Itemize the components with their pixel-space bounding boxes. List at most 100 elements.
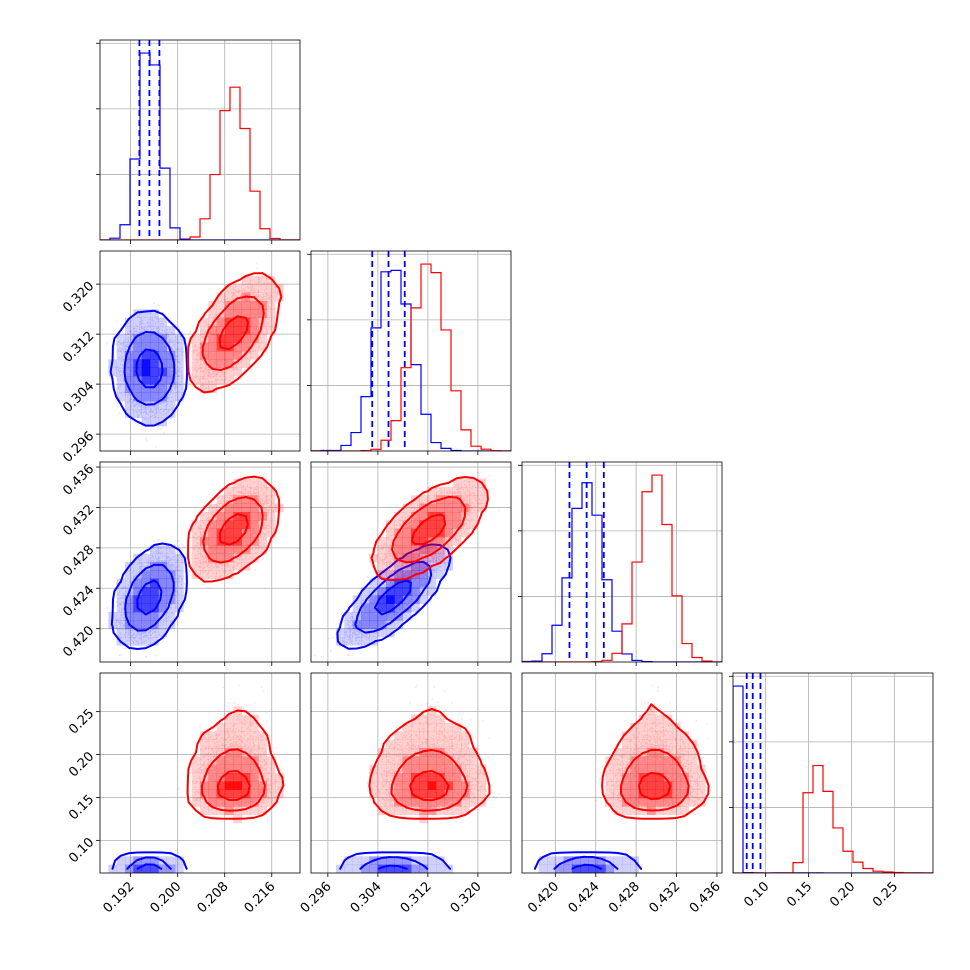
density-cell-1 [266,781,276,790]
density-cell-0 [419,545,428,554]
density-cell-1 [241,553,251,563]
density-cell-1 [200,359,209,368]
density-cell-1 [386,764,395,774]
density-cell-1 [250,276,259,285]
density-cell-1 [241,487,251,496]
density-cell-1 [680,739,689,749]
density-cell-1 [386,739,395,749]
density-cell-1 [241,739,251,749]
density-cell-1 [436,789,445,799]
density-cell-1 [605,781,614,790]
density-cell-1 [672,748,681,757]
density-cell-1 [250,553,259,563]
density-cell-1 [208,528,217,538]
density-cell-1 [444,806,453,815]
density-cell-1 [605,773,614,782]
density-cell-0 [369,628,378,638]
density-cell-1 [638,781,648,790]
density-cell-1 [647,764,656,774]
density-cell-1 [216,359,226,368]
density-cell-1 [191,537,201,546]
density-cell-0 [116,864,126,873]
density-cell-1 [233,756,242,765]
density-cell-1 [386,789,395,799]
density-cell-0 [125,864,134,873]
density-cell-0 [427,864,437,873]
density-cell-1 [630,723,639,732]
density-cell-1 [233,351,242,360]
contour-1-0 [218,315,249,351]
density-cell-1 [630,798,639,807]
density-cell-0 [386,628,395,638]
density-cell-0 [150,409,159,418]
density-cell-0 [369,620,378,629]
density-cell-1 [225,723,234,732]
density-cell-0 [377,864,387,873]
density-cell-0 [158,562,167,571]
density-cell-1 [216,731,226,740]
density-cell-0 [344,864,353,873]
panel-content [100,673,300,873]
density-cell-1 [200,384,209,393]
density-cell-0 [402,856,412,865]
density-cell-0 [150,334,159,343]
panel-content [100,251,300,451]
density-cell-1 [200,789,209,799]
density-cell-0 [377,603,387,613]
panel-content [311,673,511,873]
density-cell-1 [386,528,395,538]
panel-frame [310,672,512,874]
density-cell-0 [141,309,151,318]
density-cell-1 [469,487,478,496]
density-cell-0 [386,620,395,629]
density-cell-0 [116,351,126,360]
density-cell-1 [452,789,462,799]
density-cell-1 [427,756,437,765]
density-cell-1 [452,806,462,815]
density-cell-0 [444,864,453,873]
density-cell-1 [411,756,420,765]
density-cell-1 [622,731,631,740]
density-cell-1 [663,764,673,774]
density-cell-0 [158,376,167,385]
density-cell-1 [250,317,259,327]
density-cell-0 [133,342,142,352]
density-cell-1 [402,723,412,732]
density-cell-1 [613,748,623,757]
density-cell-0 [133,326,142,335]
density-cell-1 [452,773,462,782]
density-cell-1 [258,334,267,343]
density-cell-1 [200,731,209,740]
density-cell-0 [175,342,184,352]
density-cell-1 [233,326,242,335]
density-cell-1 [386,545,395,554]
contour-1-1 [202,496,264,564]
density-cell-0 [116,359,126,368]
density-cell-1 [377,553,387,563]
density-cell-1 [208,562,217,571]
density-cell-1 [258,756,267,765]
density-cell-0 [158,578,167,588]
density-cell-0 [166,376,176,385]
density-cell-1 [477,773,487,782]
density-cell-1 [241,284,251,293]
density-cell-0 [427,587,437,596]
density-cell-1 [452,503,462,513]
density-cell-0 [133,570,142,579]
density-cell-1 [216,739,226,749]
density-cell-1 [377,773,387,782]
density-cell-0 [344,628,353,638]
density-cell-0 [133,401,142,410]
density-cell-1 [200,553,209,563]
histogram-1 [733,764,933,873]
density-cell-1 [697,798,706,807]
density-cell-1 [191,545,201,554]
density-cell-1 [233,764,242,774]
density-cell-1 [241,351,251,360]
density-cell-1 [258,537,267,546]
density-cell-0 [377,612,387,621]
density-cell-1 [225,376,234,385]
density-cell-1 [461,520,470,529]
density-cell-1 [419,723,428,732]
density-cell-1 [191,789,201,799]
